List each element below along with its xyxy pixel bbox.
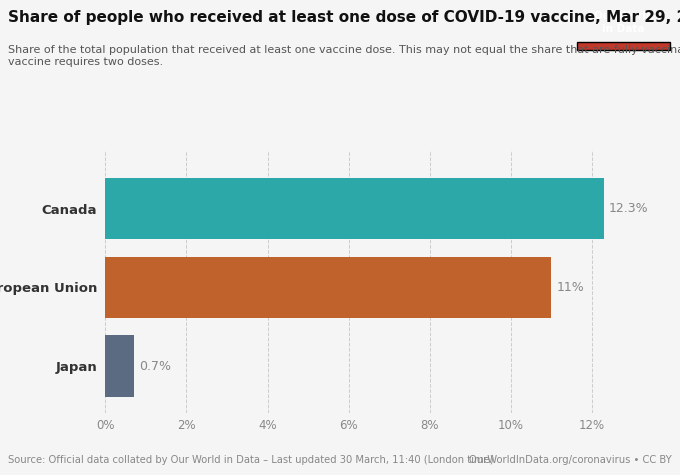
Bar — [105, 256, 551, 318]
FancyBboxPatch shape — [577, 42, 670, 50]
Bar — [105, 335, 134, 397]
Text: Share of people who received at least one dose of COVID-19 vaccine, Mar 29, 2021: Share of people who received at least on… — [8, 10, 680, 26]
Text: Source: Official data collated by Our World in Data – Last updated 30 March, 11:: Source: Official data collated by Our Wo… — [8, 455, 494, 465]
Text: 11%: 11% — [556, 281, 584, 294]
Bar — [105, 178, 604, 239]
Text: 0.7%: 0.7% — [139, 360, 171, 372]
Text: Share of the total population that received at least one vaccine dose. This may : Share of the total population that recei… — [8, 45, 680, 66]
Text: OurWorldInData.org/coronavirus • CC BY: OurWorldInData.org/coronavirus • CC BY — [469, 455, 672, 465]
Text: 12.3%: 12.3% — [609, 202, 649, 215]
Text: Our World
in Data: Our World in Data — [594, 11, 653, 34]
